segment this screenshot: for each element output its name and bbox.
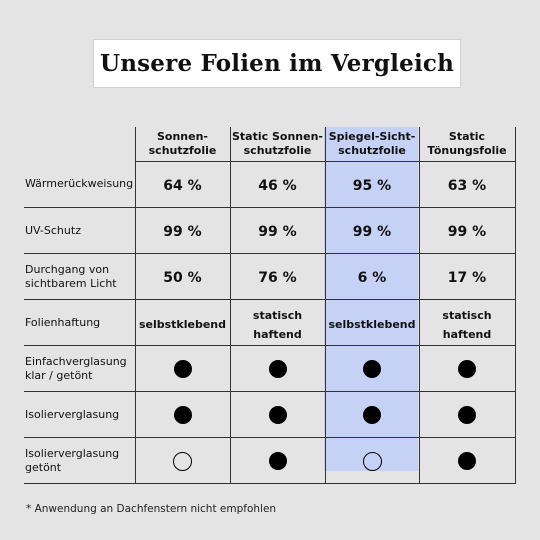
filled-circle-icon: [363, 360, 381, 379]
filled-circle-icon: [458, 360, 476, 379]
table-cell: [418, 437, 516, 484]
column-header-spiegel-sichtschutzfolie: Spiegel-Sicht-schutzfolie: [324, 127, 419, 162]
filled-circle-icon: [363, 406, 381, 425]
filled-circle-icon: [268, 406, 287, 425]
footnote: * Anwendung an Dachfenstern nicht empfoh…: [26, 503, 277, 515]
percent-value: 17 %: [447, 270, 487, 286]
percent-value: 99 %: [163, 224, 202, 240]
table-cell: 50 %: [134, 253, 230, 300]
table-cell: selbstklebend: [324, 299, 419, 346]
table-cell: 99 %: [134, 207, 230, 254]
page-title: Unsere Folien im Vergleich: [99, 50, 455, 77]
table-cell: 6 %: [324, 253, 419, 300]
table-cell: 63 %: [418, 161, 516, 208]
row-label-line1: Isolierverglasung: [25, 407, 120, 421]
percent-value: 99 %: [352, 224, 392, 240]
column-header-sonnenschutzfolie: Sonnen-schutzfolie: [134, 127, 230, 162]
percent-value: 6 %: [357, 270, 387, 286]
table-cell: [134, 437, 230, 484]
table-cell: [418, 391, 516, 438]
row-label-line1: Wärmerückweisung: [25, 177, 134, 191]
percent-value: 64 %: [163, 178, 202, 194]
row-label: Isolierverglasung: [24, 391, 135, 438]
table-cell: statisch haftend: [229, 299, 325, 346]
header-corner: [24, 127, 135, 162]
filled-circle-icon: [173, 406, 192, 425]
table-cell: [229, 437, 325, 484]
table-cell: 99 %: [229, 207, 325, 254]
table-cell: [229, 345, 325, 392]
table-cell: 46 %: [229, 161, 325, 208]
table-cell: [324, 391, 419, 438]
table-cell: [324, 437, 419, 484]
percent-value: 99 %: [447, 224, 487, 240]
table-row: Wärmerückweisung 64 % 46 % 95 % 63 %: [24, 161, 516, 208]
column-header-static-toenungsfolie: Static Tönungsfolie: [418, 127, 516, 162]
percent-value: 76 %: [258, 270, 297, 286]
table-cell: [134, 391, 230, 438]
title-banner: Unsere Folien im Vergleich: [94, 40, 460, 87]
row-label: Isolierverglasung getönt: [24, 437, 135, 484]
percent-value: 63 %: [447, 178, 487, 194]
percent-value: 99 %: [258, 224, 297, 240]
table-cell: selbstklebend: [134, 299, 230, 346]
table-cell: [324, 345, 419, 392]
comparison-table: Sonnen-schutzfolie Static Sonnen-schutzf…: [24, 127, 516, 484]
filled-circle-icon: [268, 452, 287, 471]
column-header-static-sonnenschutzfolie: Static Sonnen-schutzfolie: [229, 127, 325, 162]
row-label: UV-Schutz: [24, 207, 135, 254]
table-header-row: Sonnen-schutzfolie Static Sonnen-schutzf…: [24, 127, 516, 162]
empty-circle-icon: [362, 451, 382, 471]
adhesion-value: statisch haftend: [442, 308, 492, 341]
row-label: Durchgang von sichtbarem Licht: [24, 253, 135, 300]
table-cell: 17 %: [418, 253, 516, 300]
row-label-line2: klar / getönt: [25, 368, 93, 382]
percent-value: 50 %: [163, 270, 202, 286]
row-label-line1: Einfachverglasung: [25, 354, 127, 368]
row-label-line1: Durchgang von: [25, 262, 110, 276]
table-row: Isolierverglasung: [24, 391, 516, 438]
row-label: Wärmerückweisung: [24, 161, 135, 208]
filled-circle-icon: [173, 360, 192, 379]
row-label: Einfachverglasung klar / getönt: [24, 345, 135, 392]
table-cell: [134, 345, 230, 392]
table-cell: 64 %: [134, 161, 230, 208]
row-label: Folienhaftung: [24, 299, 135, 346]
table-cell: 99 %: [418, 207, 516, 254]
filled-circle-icon: [458, 452, 476, 471]
filled-circle-icon: [268, 360, 287, 379]
row-label-line1: UV-Schutz: [25, 223, 81, 237]
table-row: Einfachverglasung klar / getönt: [24, 345, 516, 392]
empty-circle-icon: [173, 451, 192, 471]
table-cell: [418, 345, 516, 392]
adhesion-value: selbstklebend: [328, 318, 416, 331]
table-row: Isolierverglasung getönt: [24, 437, 516, 484]
table-cell: 95 %: [324, 161, 419, 208]
percent-value: 95 %: [352, 178, 392, 194]
row-label-line1: Isolierverglasung: [25, 446, 120, 460]
filled-circle-icon: [458, 406, 476, 425]
row-label-line2: sichtbarem Licht: [25, 276, 117, 290]
row-label-line2: getönt: [25, 460, 62, 474]
table-cell: [229, 391, 325, 438]
adhesion-value: selbstklebend: [138, 318, 227, 331]
table-cell: statisch haftend: [418, 299, 516, 346]
table-cell: 99 %: [324, 207, 419, 254]
table-cell: 76 %: [229, 253, 325, 300]
table-row: Durchgang von sichtbarem Licht 50 % 76 % 6 %…: [24, 253, 516, 300]
table-row: UV-Schutz 99 % 99 % 99 % 99 %: [24, 207, 516, 254]
percent-value: 46 %: [258, 178, 297, 194]
row-label-line1: Folienhaftung: [25, 315, 101, 329]
adhesion-value: statisch haftend: [252, 308, 303, 341]
table-row: Folienhaftung selbstklebend statisch hafte…: [24, 299, 516, 346]
